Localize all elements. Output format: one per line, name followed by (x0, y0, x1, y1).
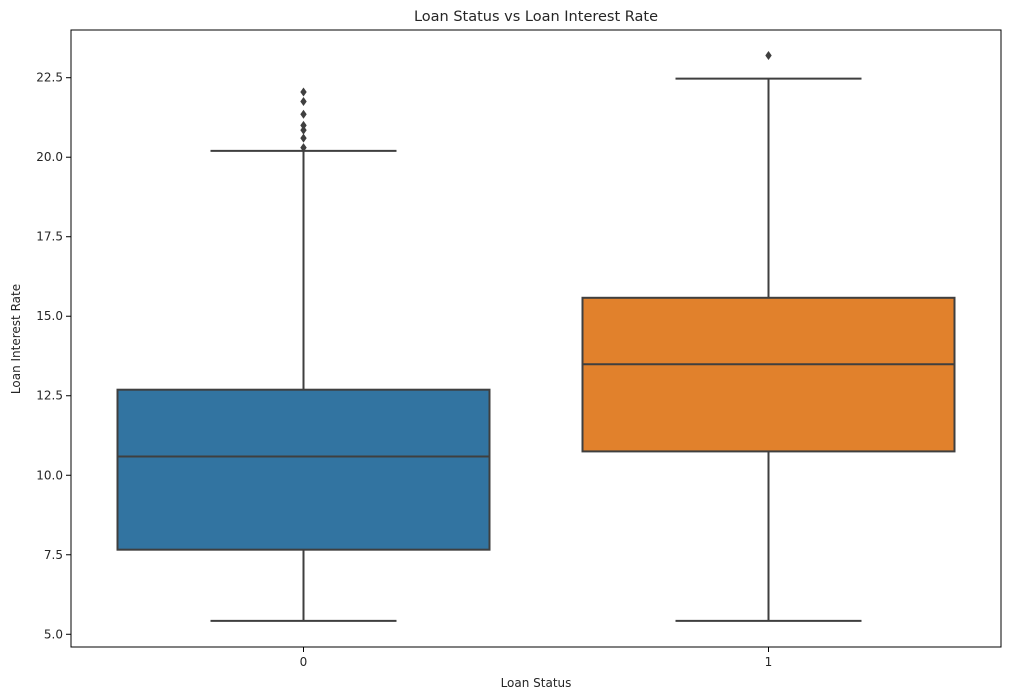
y-tick-label: 15.0 (36, 309, 63, 323)
y-tick-label: 7.5 (44, 548, 63, 562)
y-tick-label: 17.5 (36, 230, 63, 244)
y-tick-label: 20.0 (36, 150, 63, 164)
x-axis-title: Loan Status (501, 676, 572, 690)
axes: 5.0 7.5 10.0 12.5 15.0 17.5 20.0 22.5 0 1 (36, 29, 1002, 669)
chart-title: Loan Status vs Loan Interest Rate (414, 9, 658, 25)
plot-area (116, 50, 956, 622)
outlier-point (300, 143, 307, 153)
outlier-point (300, 125, 307, 135)
y-axis-title: Loan Interest Rate (9, 284, 23, 394)
outlier-point (300, 120, 307, 130)
iqr-box (116, 388, 491, 551)
outlier-point (300, 97, 307, 107)
iqr-box (581, 296, 956, 453)
outlier-point (300, 87, 307, 97)
y-tick-label: 22.5 (36, 71, 63, 85)
x-tick-label: 1 (765, 655, 773, 669)
x-tick-label: 0 (300, 655, 308, 669)
outlier-point (765, 50, 772, 60)
plot-frame (70, 29, 1002, 648)
box-group-0 (116, 87, 491, 622)
y-tick-label: 5.0 (44, 627, 63, 641)
y-tick-label: 10.0 (36, 468, 63, 482)
outlier-point (300, 109, 307, 119)
box-group-1 (581, 50, 956, 622)
y-tick-label: 12.5 (36, 389, 63, 403)
outlier-point (300, 133, 307, 143)
